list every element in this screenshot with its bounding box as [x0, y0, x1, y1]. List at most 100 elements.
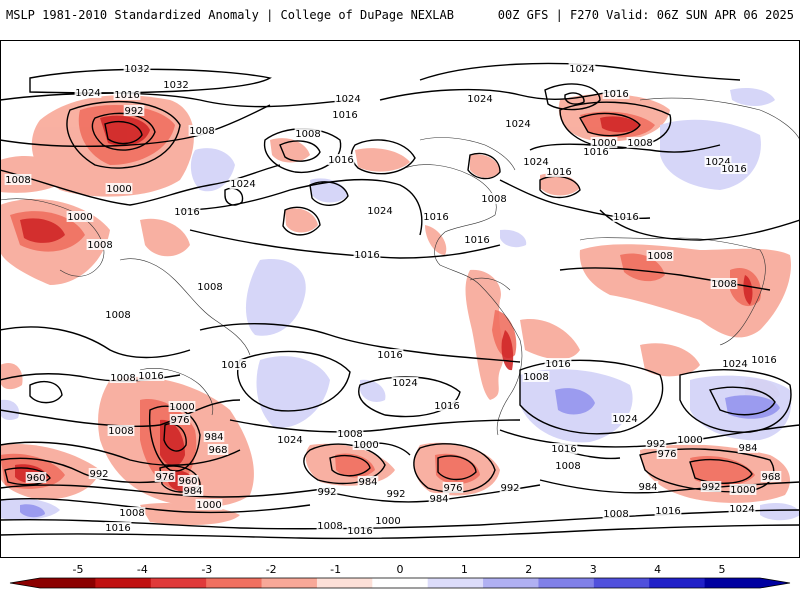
isobar-label-bg	[737, 442, 759, 453]
isobar-label: 1016	[114, 90, 139, 101]
colorbar-tick-label: -4	[137, 563, 148, 576]
isobar-label-bg	[137, 370, 165, 381]
colorbar-tick-label: 4	[654, 563, 661, 576]
colorbar-tick-label: -2	[266, 563, 277, 576]
isobar-label: 1016	[655, 506, 680, 517]
isobar-label: 1016	[138, 371, 163, 382]
isobar-label-bg	[568, 63, 596, 74]
isobar-label-bg	[207, 444, 229, 455]
isobar-label-bg	[550, 443, 578, 454]
isobar-label-bg	[177, 475, 199, 486]
isobar-label: 1008	[603, 509, 628, 520]
isobar-label: 1024	[722, 359, 747, 370]
isobar-label: 1016	[332, 110, 357, 121]
isobar-label-bg	[346, 525, 374, 536]
colorbar-tick-label: -1	[330, 563, 341, 576]
isobar-label: 1016	[603, 89, 628, 100]
isobar-label-bg	[637, 481, 659, 492]
isobar-label: 1016	[545, 359, 570, 370]
colorbar-segment	[538, 578, 595, 588]
isobar-label-bg	[522, 371, 550, 382]
colorbar-segment	[704, 578, 761, 588]
isobar-label-bg	[104, 522, 132, 533]
header: MSLP 1981-2010 Standardized Anomaly | Co…	[0, 0, 800, 30]
isobar-label: 1016	[377, 350, 402, 361]
isobar-label: 1016	[354, 250, 379, 261]
isobar-label-bg	[104, 309, 132, 320]
colorbar-tick-label: -5	[73, 563, 84, 576]
isobar-label-bg	[654, 505, 682, 516]
isobar-label-bg	[123, 105, 145, 116]
isobar-label-bg	[353, 249, 381, 260]
isobar-label: 984	[358, 477, 377, 488]
colorbar-min-arrow	[10, 578, 40, 588]
isobar-label: 992	[386, 489, 405, 500]
isobar-label: 1024	[523, 157, 548, 168]
isobar-label-bg	[554, 460, 582, 471]
isobar-label: 960	[178, 476, 197, 487]
isobar-label: 976	[170, 415, 189, 426]
isobar-label: 1008	[105, 310, 130, 321]
isobar-label-bg	[74, 87, 102, 98]
isobar-label: 1016	[721, 164, 746, 175]
colorbar-segment	[372, 578, 429, 588]
colorbar-tick-label: 5	[719, 563, 726, 576]
isobar-label-bg	[173, 206, 201, 217]
isobar-label-bg	[168, 401, 196, 412]
isobar-label: 1016	[423, 212, 448, 223]
isobar-label: 992	[124, 106, 143, 117]
isobar-label: 1008	[110, 373, 135, 384]
isobar-label-bg	[721, 358, 749, 369]
isobar-label-bg	[522, 156, 550, 167]
isobar-label: 992	[89, 469, 108, 480]
isobar-label: 1000	[106, 184, 131, 195]
chart-title: MSLP 1981-2010 Standardized Anomaly | Co…	[6, 8, 454, 22]
isobar-label: 984	[204, 432, 223, 443]
isobar-label: 1016	[328, 155, 353, 166]
positive-anomaly-fill-dark	[15, 115, 753, 492]
isobar-label-bg	[729, 484, 757, 495]
isobar-label-bg	[376, 349, 404, 360]
isobar-label-bg	[602, 88, 630, 99]
isobar-label-bg	[480, 193, 508, 204]
anomaly-map: 1032 1032 1024 1016 992 1008 1008 1000 1024 1000 1…	[0, 38, 800, 558]
colorbar-segment	[206, 578, 263, 588]
isobar-label-bg	[433, 400, 461, 411]
isobar-label-bg	[656, 448, 678, 459]
isobar-label-bg	[612, 211, 640, 222]
isobar-label-bg	[760, 471, 782, 482]
isobar-label-bg	[463, 234, 491, 245]
isobar-label-bg	[504, 118, 532, 129]
isobar-label: 1016	[347, 526, 372, 537]
colorbar-segment	[593, 578, 650, 588]
isobar-label-bg	[154, 471, 176, 482]
isobar-label: 1024	[612, 414, 637, 425]
isobar-label: 1024	[335, 94, 360, 105]
isobar-label-bg	[25, 472, 47, 483]
isobar-label: 1008	[711, 279, 736, 290]
isobar-label-bg	[442, 482, 464, 493]
isobar-label: 1000	[375, 516, 400, 527]
isobar-label: 1024	[505, 119, 530, 130]
isobar-label: 1008	[5, 175, 30, 186]
colorbar-segment	[40, 578, 96, 588]
colorbar-segment	[316, 578, 373, 588]
isobar-label: 1024	[392, 378, 417, 389]
isobar-label-bg	[611, 413, 639, 424]
isobar-label: 984	[429, 494, 448, 505]
isobar-label-bg	[602, 508, 630, 519]
isobar-label-bg	[196, 281, 224, 292]
isobar-label: 992	[317, 487, 336, 498]
isobar-label: 1008	[295, 129, 320, 140]
isobar-label-bg	[366, 205, 394, 216]
isobar-label-bg	[105, 183, 133, 194]
isobar-label-bg	[294, 128, 322, 139]
isobar-label: 1024	[729, 504, 754, 515]
isobar-label: 1024	[467, 94, 492, 105]
isobar-label: 1016	[546, 167, 571, 178]
isobars	[0, 62, 800, 540]
isobar-label-bg	[720, 163, 748, 174]
colorbar-tick-label: 1	[461, 563, 468, 576]
isobar-label-bg	[169, 414, 191, 425]
